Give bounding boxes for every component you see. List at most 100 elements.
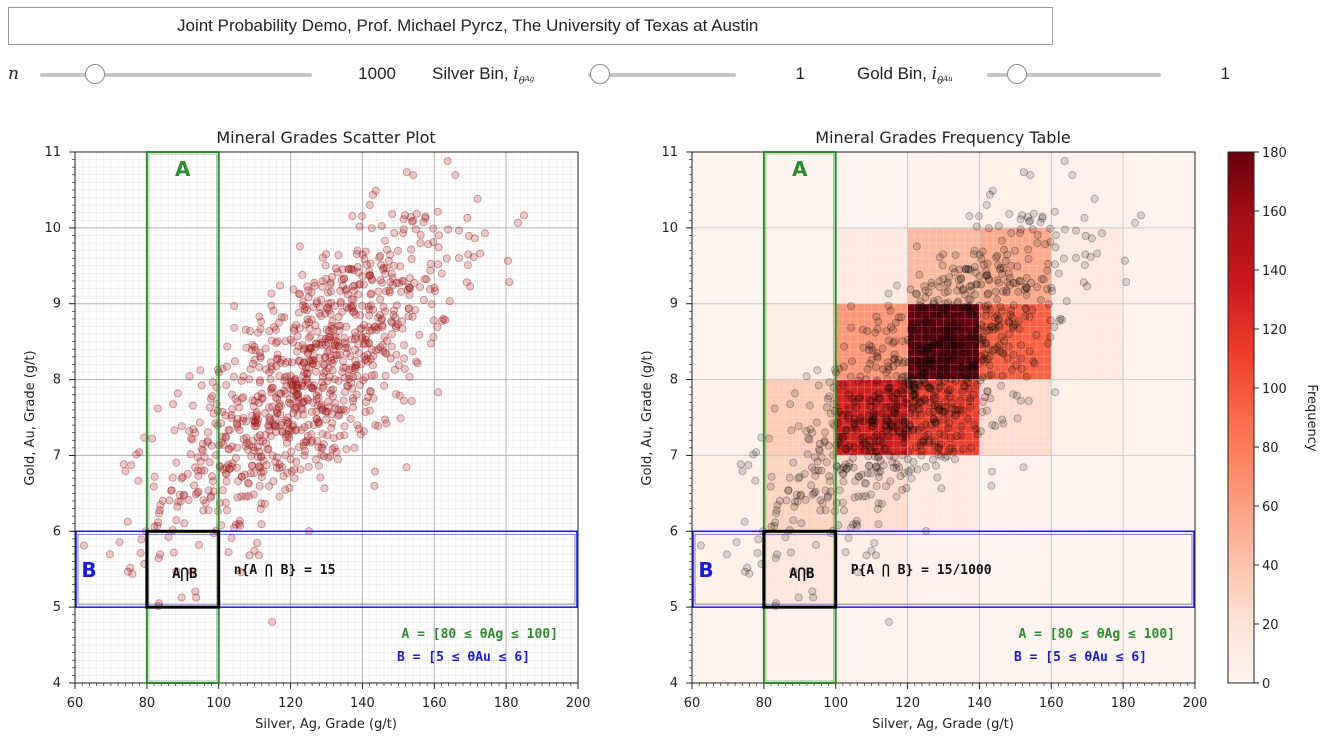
data-point [287, 379, 296, 388]
data-point [371, 186, 380, 195]
data-point [1012, 391, 1021, 400]
data-point [879, 439, 888, 448]
data-point [376, 343, 385, 352]
data-point [862, 479, 871, 488]
data-point [973, 324, 982, 333]
data-point [434, 231, 443, 240]
data-point [955, 307, 964, 316]
data-point [785, 473, 794, 482]
data-point [282, 438, 291, 447]
gold-bin-slider[interactable] [987, 64, 1161, 84]
data-point [854, 472, 863, 481]
data-point [315, 303, 324, 312]
data-point [275, 460, 284, 469]
data-point [854, 394, 863, 403]
data-point [909, 425, 918, 434]
data-point [201, 498, 210, 507]
gold-bin-label: Gold Bin, iθAu [857, 64, 953, 87]
data-point [921, 420, 930, 429]
data-point [320, 484, 329, 493]
data-point [986, 394, 995, 403]
data-point [894, 418, 903, 427]
data-point [292, 347, 301, 356]
data-point [882, 368, 891, 377]
data-point [902, 424, 911, 433]
data-point [399, 225, 408, 234]
data-point [970, 262, 979, 271]
data-point [310, 281, 319, 290]
data-point [208, 472, 217, 481]
data-point [394, 361, 403, 370]
frequency-cell [1123, 607, 1195, 683]
data-point [866, 490, 875, 499]
data-point [318, 340, 327, 349]
data-point [872, 447, 881, 456]
data-point [983, 387, 992, 396]
data-point [290, 465, 299, 474]
x-tick-label: 120 [278, 696, 303, 711]
data-point [957, 333, 966, 342]
data-point [324, 306, 333, 315]
controls-row: n 1000 Silver Bin, iθAg 1 Gold Bin, iθAu… [0, 58, 1333, 90]
data-point [283, 413, 292, 422]
data-point [941, 397, 950, 406]
data-point [906, 338, 915, 347]
data-point [879, 365, 888, 374]
data-point [956, 357, 965, 366]
data-point [1009, 278, 1018, 287]
data-point [939, 250, 948, 259]
frequency-cell [979, 152, 1052, 228]
data-point [898, 337, 907, 346]
data-point [944, 424, 953, 433]
data-point [917, 305, 926, 314]
data-point [948, 399, 957, 408]
data-point [1019, 168, 1028, 177]
data-point [311, 455, 320, 464]
data-point [399, 215, 408, 224]
data-point [398, 276, 407, 285]
data-point [253, 539, 262, 548]
data-point [866, 359, 875, 368]
data-point [294, 390, 303, 399]
data-point [977, 254, 986, 263]
data-point [265, 426, 274, 435]
data-point [915, 270, 924, 279]
data-point [972, 280, 981, 289]
data-point [262, 439, 271, 448]
data-point [184, 495, 193, 504]
data-point [947, 375, 956, 384]
data-point [991, 323, 1000, 332]
data-point [419, 296, 428, 305]
data-point [123, 517, 132, 526]
data-point [1005, 318, 1014, 327]
data-point [939, 325, 948, 334]
n-slider-handle[interactable] [85, 64, 105, 84]
data-point [389, 310, 398, 319]
gold-bin-slider-handle[interactable] [1007, 64, 1027, 84]
data-point [841, 426, 850, 435]
data-point [429, 332, 438, 341]
data-point [289, 285, 298, 294]
data-point [919, 369, 928, 378]
data-point [324, 397, 333, 406]
data-point [303, 315, 312, 324]
data-point [970, 421, 979, 430]
y-tick-label: 5 [53, 600, 61, 615]
data-point [290, 474, 299, 483]
x-tick-label: 140 [350, 696, 375, 711]
data-point [965, 282, 974, 291]
data-point [972, 279, 981, 288]
data-point [1038, 214, 1047, 223]
data-point [397, 317, 406, 326]
n-slider[interactable] [40, 64, 312, 84]
silver-bin-slider[interactable] [588, 64, 736, 84]
data-point [365, 271, 374, 280]
data-point [313, 401, 322, 410]
data-point [155, 509, 164, 518]
data-point [958, 286, 967, 295]
data-point [995, 322, 1004, 331]
data-point [883, 375, 892, 384]
data-point [326, 278, 335, 287]
silver-bin-slider-handle[interactable] [590, 64, 610, 84]
data-point [941, 332, 950, 341]
